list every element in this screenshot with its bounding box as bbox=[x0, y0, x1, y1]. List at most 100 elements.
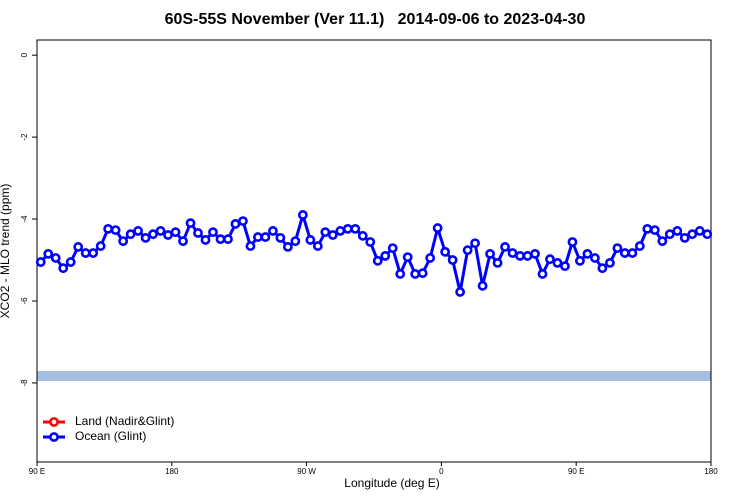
legend-label: Ocean (Glint) bbox=[75, 429, 146, 443]
point bbox=[200, 235, 211, 245]
point bbox=[485, 248, 495, 259]
point bbox=[253, 232, 263, 242]
point bbox=[133, 226, 143, 236]
point bbox=[178, 236, 188, 247]
point bbox=[73, 242, 84, 252]
point bbox=[664, 229, 675, 240]
point bbox=[335, 226, 346, 236]
point bbox=[148, 229, 158, 240]
y-tick-label: -4 bbox=[20, 215, 29, 223]
point bbox=[455, 287, 466, 297]
point bbox=[88, 248, 99, 258]
legend-marker bbox=[49, 417, 59, 427]
y-tick-label: -6 bbox=[20, 297, 29, 305]
point bbox=[110, 225, 121, 236]
y-tick-label: -2 bbox=[20, 133, 29, 141]
point bbox=[657, 236, 668, 247]
point bbox=[619, 248, 630, 258]
y-tick-label: -8 bbox=[20, 379, 29, 387]
point bbox=[507, 248, 518, 258]
point bbox=[193, 228, 203, 238]
point bbox=[80, 248, 91, 258]
point bbox=[50, 253, 61, 263]
point bbox=[649, 225, 660, 236]
point bbox=[267, 226, 278, 236]
point bbox=[372, 255, 383, 266]
point bbox=[282, 242, 293, 252]
point bbox=[58, 263, 69, 274]
point bbox=[312, 241, 323, 251]
x-tick-label: 90 E bbox=[29, 467, 45, 476]
point bbox=[530, 248, 540, 259]
point bbox=[470, 238, 480, 249]
point bbox=[417, 268, 428, 279]
point bbox=[380, 251, 391, 261]
point bbox=[447, 255, 458, 265]
point bbox=[245, 241, 256, 251]
point bbox=[223, 234, 233, 245]
point bbox=[694, 226, 705, 236]
point bbox=[65, 257, 76, 267]
x-tick-label: 90 E bbox=[568, 467, 584, 476]
point bbox=[103, 223, 114, 234]
point bbox=[357, 230, 368, 241]
point bbox=[342, 223, 353, 234]
point bbox=[163, 230, 173, 240]
point bbox=[350, 223, 361, 234]
x-axis-label: Longitude (deg E) bbox=[344, 476, 439, 490]
point bbox=[605, 257, 615, 268]
plot-frame bbox=[36, 39, 712, 463]
point bbox=[500, 242, 510, 252]
point bbox=[634, 241, 645, 251]
point bbox=[515, 251, 525, 261]
point bbox=[575, 255, 585, 266]
point bbox=[410, 269, 421, 279]
point bbox=[545, 254, 555, 265]
point bbox=[679, 232, 690, 243]
point bbox=[477, 280, 488, 291]
point bbox=[492, 257, 503, 268]
point bbox=[567, 237, 578, 247]
point bbox=[305, 235, 316, 245]
point bbox=[297, 210, 308, 220]
point bbox=[215, 234, 226, 245]
x-tick-label: 90 W bbox=[297, 467, 316, 476]
point bbox=[43, 248, 54, 259]
point bbox=[462, 245, 473, 256]
point bbox=[118, 236, 129, 247]
point bbox=[140, 232, 151, 243]
point bbox=[612, 243, 623, 254]
legend-marker bbox=[49, 432, 59, 442]
point bbox=[185, 218, 196, 229]
band bbox=[37, 371, 711, 381]
point bbox=[560, 261, 570, 272]
point bbox=[702, 229, 713, 240]
point bbox=[432, 223, 443, 233]
point bbox=[425, 253, 436, 263]
point bbox=[275, 232, 286, 243]
point bbox=[290, 236, 301, 247]
point bbox=[597, 263, 608, 274]
point bbox=[230, 219, 241, 229]
point bbox=[170, 227, 181, 238]
x-tick-label: 180 bbox=[165, 467, 179, 476]
x-tick-label: 180 bbox=[704, 467, 718, 476]
point bbox=[35, 257, 46, 267]
point bbox=[208, 227, 218, 238]
y-axis-label: XCO2 - MLO trend (ppm) bbox=[0, 184, 12, 319]
y-tick-label: 0 bbox=[20, 52, 29, 57]
point bbox=[582, 248, 593, 259]
chart-title: 60S-55S November (Ver 11.1) 2014-09-06 t… bbox=[165, 11, 586, 28]
point bbox=[522, 251, 533, 261]
point bbox=[402, 252, 413, 263]
point bbox=[440, 246, 451, 257]
point bbox=[320, 227, 331, 238]
point bbox=[125, 229, 136, 240]
legend-label: Land (Nadir&Glint) bbox=[75, 414, 174, 428]
point bbox=[672, 226, 683, 236]
point bbox=[687, 229, 698, 240]
point bbox=[395, 269, 406, 279]
point bbox=[552, 257, 563, 268]
point bbox=[590, 253, 600, 263]
